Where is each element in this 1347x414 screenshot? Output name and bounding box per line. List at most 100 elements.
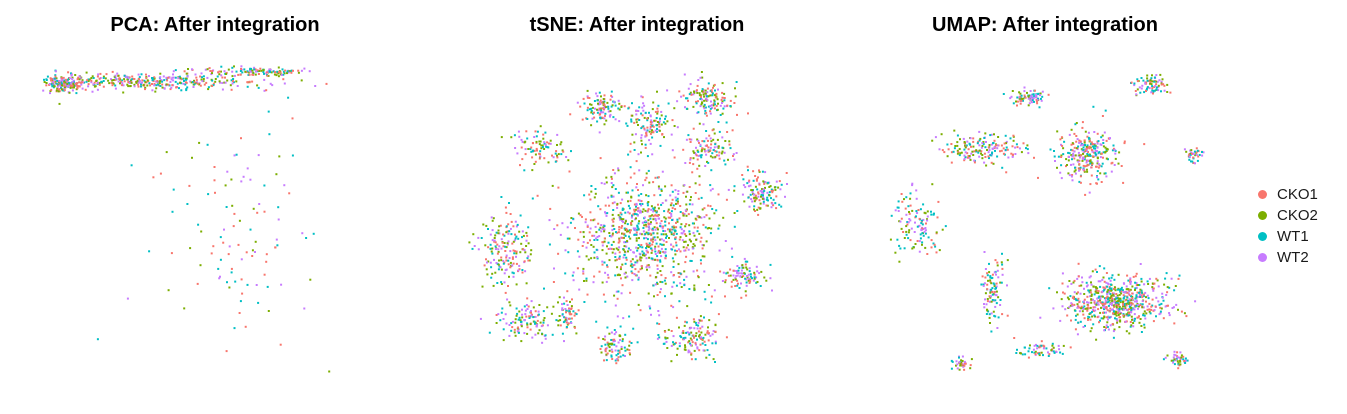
data-point [649,247,652,250]
data-point [1075,140,1078,143]
data-point [495,322,498,324]
legend-dot-icon [1258,190,1267,199]
data-point [1115,306,1118,309]
data-point [621,338,624,341]
data-point [625,256,628,259]
data-point [981,145,984,147]
data-point [628,349,631,352]
data-point [758,199,761,202]
data-point [273,73,276,76]
data-point [922,203,925,206]
data-point [218,73,221,76]
data-point [1101,290,1104,293]
data-point [111,84,114,87]
data-point [707,326,709,329]
data-point [700,149,703,152]
data-point [1194,300,1197,303]
data-point [262,71,265,73]
data-point [1170,359,1173,362]
data-point [526,234,529,237]
data-point [1077,160,1080,163]
data-point [565,309,568,312]
data-point [619,355,622,358]
data-point [568,170,571,173]
data-point [504,250,507,252]
data-point [1001,252,1003,255]
data-point [1031,99,1034,101]
data-point [1091,150,1094,153]
data-point [969,158,972,161]
data-point [616,266,619,269]
data-point [612,224,615,227]
data-point [646,264,649,267]
data-point [146,84,149,87]
data-point [617,191,620,194]
data-point [637,189,639,191]
data-point [168,76,171,79]
data-point [564,318,567,321]
data-point [538,157,541,160]
data-point [700,236,703,239]
data-point [990,282,993,285]
data-point [900,193,903,195]
data-point [1073,150,1076,153]
data-point [565,311,567,314]
data-point [530,311,532,314]
data-point [635,186,638,189]
data-point [629,237,632,240]
data-point [956,149,959,152]
data-point [692,93,695,96]
data-point [1109,307,1112,310]
data-point [593,100,596,102]
data-point [526,308,529,310]
data-point [502,259,505,262]
data-point [709,105,712,107]
data-point [757,213,760,216]
data-point [699,343,702,346]
data-point [1016,104,1018,107]
data-point [138,77,140,80]
data-point [672,266,675,268]
data-point [1090,283,1093,286]
data-point [1190,149,1193,152]
legend-label: WT1 [1277,228,1309,245]
data-point [642,109,645,112]
data-point [614,274,617,277]
data-point [671,285,674,288]
data-point [523,260,526,263]
data-point [127,85,130,88]
data-point [759,207,762,210]
data-point [598,107,601,110]
data-point [748,281,751,284]
data-point [706,87,709,90]
data-point [667,102,670,105]
data-point [988,271,991,274]
data-point [1119,319,1122,322]
data-point [68,82,71,85]
data-point [598,91,601,94]
data-point [639,268,642,271]
data-point [991,273,994,276]
data-point [49,90,52,92]
data-point [312,232,315,235]
data-point [693,244,696,247]
data-point [1184,362,1187,364]
data-point [722,216,725,219]
data-point [630,196,633,199]
data-point [982,141,985,143]
data-point [547,161,550,164]
data-point [1033,351,1036,354]
data-point [753,276,756,279]
data-point [232,225,235,228]
data-point [272,70,275,73]
data-point [709,205,712,208]
data-point [754,199,757,201]
data-point [572,217,575,220]
data-point [747,185,750,188]
data-point [1097,308,1100,311]
data-point [246,70,249,73]
data-point [1161,296,1164,299]
data-point [683,324,686,327]
data-point [932,242,935,245]
data-point [664,230,667,232]
